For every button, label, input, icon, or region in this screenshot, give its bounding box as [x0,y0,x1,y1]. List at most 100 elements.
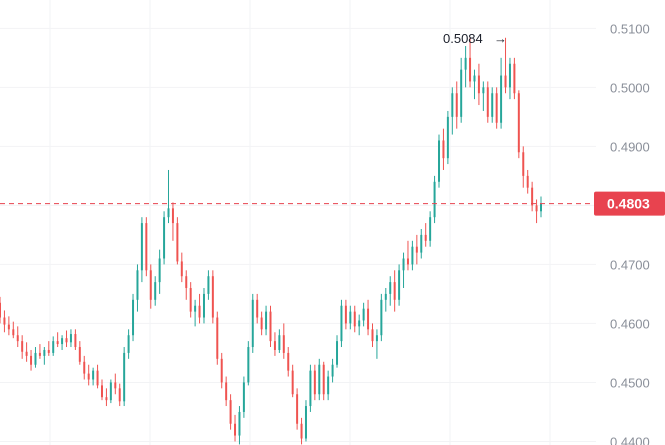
candle-body [313,370,316,395]
candle-body [309,370,312,407]
candle-body [349,311,352,324]
candle-body [198,305,201,318]
candle-body [30,355,33,365]
candle-body [438,140,441,182]
candle-body [61,338,64,345]
candle-body [34,352,37,365]
chart-grid [0,0,596,445]
candle-body [358,320,361,327]
candle-body [43,349,46,356]
candle-body [446,116,449,159]
candle-body [300,423,303,439]
candle-body [78,347,81,362]
candle-body [251,299,254,348]
candle-body [149,270,152,300]
candle-body [92,370,95,380]
candle-body [433,181,436,218]
candle-body [114,382,117,389]
price-axis: 0.51000.50000.49000.48000.47000.46000.45… [610,21,650,445]
candle-body [411,246,414,265]
candle-body [508,63,511,88]
candle-body [163,217,166,259]
candle-body [87,373,90,380]
candle-body [109,382,112,401]
candle-body [256,299,259,318]
candle-body [380,299,383,336]
candle-body [127,335,130,353]
candle-body [402,258,405,271]
candle-body [406,258,409,265]
candle-body [318,364,321,395]
candle-body [500,75,503,123]
y-tick-label: 0.5000 [610,80,650,95]
candle-body [296,394,299,424]
candle-body [273,341,276,350]
candle-body [442,140,445,159]
candle-body [158,258,161,283]
candle-body [247,347,250,383]
candle-body [504,75,507,88]
candle-body [171,208,174,224]
current-price-tag-label: 0.4803 [607,196,650,212]
candle-body [540,203,542,212]
candle-body [304,406,307,439]
candle-body [473,75,476,82]
candle-body [517,93,520,153]
candle-body [287,352,290,371]
candle-body [482,87,485,94]
candle-body [52,341,55,353]
candle-body [47,349,50,353]
candle-body [491,93,494,117]
candle-body [74,334,77,348]
candle-body [176,223,179,262]
candle-body [336,341,339,365]
candle-body [393,282,396,300]
candle-body [0,302,1,318]
candle-body [229,400,232,424]
candle-body [282,335,285,353]
candle-body [140,223,143,271]
candle-body [238,411,241,436]
candle-body [100,385,103,398]
candle-body [234,423,237,436]
candle-body [535,205,538,212]
candle-body [83,361,86,374]
candle-body [132,299,135,336]
candle-body [220,358,223,383]
candle-body [322,364,325,395]
high-annotation: 0.5084 → [443,31,507,46]
candle-body [136,270,139,300]
candle-body [429,217,432,241]
y-tick-label: 0.4900 [610,139,650,154]
candle-body [469,57,472,82]
y-tick-label: 0.4600 [610,316,650,331]
candle-body [424,234,427,241]
candle-body [278,335,281,350]
candle-body [340,305,343,342]
candle-body [531,187,534,206]
candle-body [260,317,263,330]
y-tick-label: 0.4700 [610,257,650,272]
candle-body [460,69,463,117]
candle-body [464,57,467,70]
candle-body [185,276,188,289]
candle-body [477,75,480,94]
candle-body [371,329,374,342]
candle-body [486,87,489,117]
candle-body [526,175,529,188]
y-tick-label: 0.4500 [610,375,650,390]
candle-body [12,329,15,336]
candle-body [225,382,228,401]
y-tick-label: 0.5100 [610,21,650,36]
candle-body [69,334,72,343]
candle-body [38,352,41,356]
candle-body [56,341,59,345]
candle-body [327,376,330,395]
candle-body [207,276,210,294]
candle-body [167,208,170,218]
candle-body [375,335,378,342]
candle-body [189,288,192,312]
current-price-tag: 0.4803 [594,191,665,216]
candle-body [96,370,99,386]
